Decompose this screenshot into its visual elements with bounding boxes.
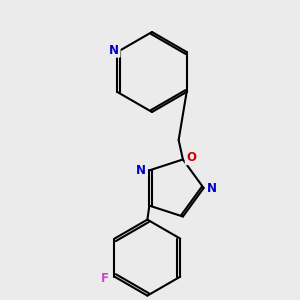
Text: N: N (110, 44, 119, 56)
Text: F: F (100, 272, 109, 285)
Text: N: N (136, 164, 146, 177)
Text: F: F (137, 299, 146, 300)
Text: N: N (207, 182, 217, 194)
Text: O: O (186, 151, 196, 164)
